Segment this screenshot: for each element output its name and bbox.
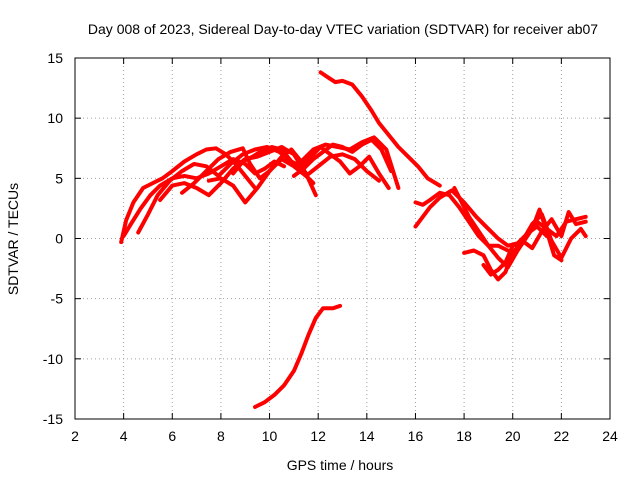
x-tick-label: 2 [71, 428, 79, 444]
y-tick-label: 15 [47, 50, 63, 66]
chart-title: Day 008 of 2023, Sidereal Day-to-day VTE… [88, 21, 598, 37]
y-tick-label: -5 [51, 291, 64, 307]
y-tick-labels: -15 -10 -5 0 5 10 15 [43, 50, 63, 427]
x-tick-label: 22 [554, 428, 570, 444]
x-tick-label: 18 [456, 428, 472, 444]
x-tick-label: 10 [262, 428, 278, 444]
series-line-arc-15 [520, 210, 588, 251]
x-tick-label: 20 [505, 428, 521, 444]
series-line-arc-7 [231, 145, 391, 190]
plot-frame [74, 57, 611, 420]
x-axis-label: GPS time / hours [287, 457, 394, 473]
y-tick-label: 5 [55, 170, 63, 186]
x-tick-label: 14 [359, 428, 375, 444]
y-tick-label: 0 [55, 231, 63, 247]
series-line-arc-2 [121, 157, 287, 239]
series-line-arc-9 [318, 70, 442, 188]
grid-lines [75, 58, 610, 419]
x-tick-label: 4 [120, 428, 128, 444]
series-line-arc-16 [253, 303, 343, 409]
series-line-arc-3 [136, 145, 316, 235]
x-tick-label: 8 [217, 428, 225, 444]
data-series [119, 70, 588, 409]
x-tick-label: 6 [168, 428, 176, 444]
y-tick-label: -15 [43, 411, 63, 427]
y-tick-label: 10 [47, 110, 63, 126]
series-line-arc-8 [291, 137, 394, 178]
x-tick-label: 16 [408, 428, 424, 444]
y-tick-label: -10 [43, 351, 63, 367]
x-tick-labels: 2 4 6 8 10 12 14 16 18 20 22 24 [71, 428, 618, 444]
x-tick-label: 24 [602, 428, 618, 444]
series-line-arc-10 [413, 190, 510, 253]
series-line-arc-14 [481, 212, 588, 277]
y-axis-label: SDTVAR / TECUs [5, 183, 21, 295]
x-tick-label: 12 [310, 428, 326, 444]
